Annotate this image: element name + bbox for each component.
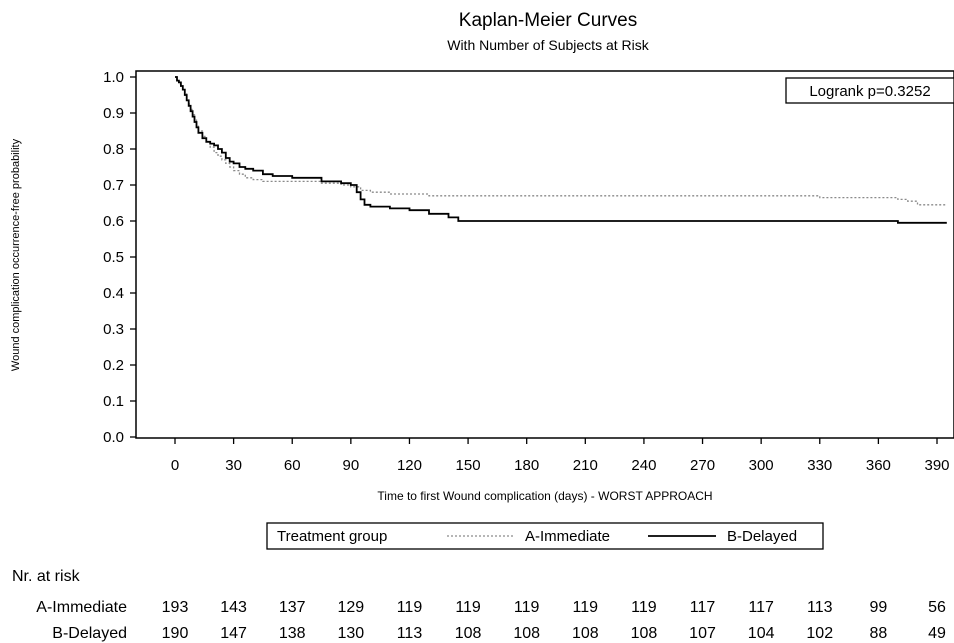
risk-value: 130 (337, 625, 364, 642)
risk-value: 108 (455, 625, 482, 642)
y-tick-label: 0.9 (103, 105, 124, 122)
x-tick-label: 120 (397, 457, 422, 474)
y-tick-label: 0.2 (103, 357, 124, 374)
x-tick-label: 240 (631, 457, 656, 474)
risk-value: 108 (513, 625, 540, 642)
risk-value: 99 (869, 599, 887, 616)
legend-box (266, 522, 824, 550)
y-axis: 0.0 0.1 0.2 0.3 0.4 0.5 0.6 0.7 0.8 0.9 1.0 (103, 69, 136, 446)
x-tick-label: 0 (171, 457, 179, 474)
risk-value: 119 (514, 599, 540, 616)
x-tick-label: 180 (514, 457, 539, 474)
x-axis: 0 30 60 90 120 150 180 210 240 270 300 330 360 390 (171, 438, 950, 474)
x-axis-label: Time to first Wound complication (days) … (377, 489, 712, 503)
risk-row-label-b-delayed: B-Delayed (52, 625, 127, 642)
risk-value: 88 (869, 625, 887, 642)
risk-value: 104 (748, 625, 775, 642)
y-tick-label: 0.4 (103, 285, 124, 302)
risk-value: 108 (631, 625, 658, 642)
risk-value: 102 (806, 625, 833, 642)
y-tick-label: 0.6 (103, 213, 124, 230)
x-tick-label: 300 (749, 457, 774, 474)
risk-value: 190 (162, 625, 189, 642)
y-tick-label: 0.1 (103, 393, 124, 410)
y-tick-label: 0.3 (103, 321, 124, 338)
legend-title: Treatment group (277, 528, 387, 545)
x-tick-label: 90 (343, 457, 360, 474)
legend-entry-a-immediate: A-Immediate (525, 528, 610, 545)
risk-value: 147 (220, 625, 247, 642)
risk-value: 138 (279, 625, 306, 642)
risk-value: 137 (279, 599, 306, 616)
legend-entry-b-delayed: B-Delayed (727, 528, 797, 545)
risk-value: 113 (807, 599, 833, 616)
y-tick-label: 0.0 (103, 429, 124, 446)
risk-value: 119 (573, 599, 599, 616)
risk-row-label-a-immediate: A-Immediate (36, 599, 127, 616)
y-axis-label: Wound complication occurrence-free proba… (10, 138, 22, 371)
logrank-box (785, 77, 954, 104)
y-tick-label: 0.8 (103, 141, 124, 158)
risk-value: 119 (455, 599, 481, 616)
plot-area-frame (135, 70, 954, 439)
y-tick-label: 0.5 (103, 249, 124, 266)
risk-value: 129 (337, 599, 364, 616)
risk-table-values: 193 143 137 129 119 119 119 119 119 117 117 113 99 56… (162, 599, 946, 642)
y-tick-label: 1.0 (103, 69, 124, 86)
y-tick-label: 0.7 (103, 177, 124, 194)
logrank-annotation: Logrank p=0.3252 (809, 83, 930, 100)
risk-value: 108 (572, 625, 599, 642)
risk-value: 143 (220, 599, 247, 616)
risk-value: 49 (928, 625, 946, 642)
risk-value: 119 (397, 599, 423, 616)
x-tick-label: 330 (807, 457, 832, 474)
risk-table-title: Nr. at risk (12, 568, 81, 585)
risk-value: 117 (748, 599, 774, 616)
risk-value: 56 (928, 599, 946, 616)
risk-value: 193 (162, 599, 189, 616)
x-tick-label: 270 (690, 457, 715, 474)
chart-subtitle: With Number of Subjects at Risk (447, 37, 650, 53)
risk-value: 117 (690, 599, 716, 616)
x-tick-label: 390 (924, 457, 949, 474)
x-tick-label: 60 (284, 457, 301, 474)
chart-title: Kaplan-Meier Curves (459, 10, 637, 31)
risk-value: 119 (631, 599, 657, 616)
x-tick-label: 360 (866, 457, 891, 474)
x-tick-label: 210 (573, 457, 598, 474)
survival-curves (175, 76, 947, 224)
x-tick-label: 30 (225, 457, 242, 474)
legend: Treatment group A-Immediate B-Delayed (266, 522, 824, 550)
x-tick-label: 150 (456, 457, 481, 474)
risk-value: 113 (397, 625, 423, 642)
risk-value: 107 (689, 625, 716, 642)
km-curve-b-delayed (175, 76, 947, 224)
